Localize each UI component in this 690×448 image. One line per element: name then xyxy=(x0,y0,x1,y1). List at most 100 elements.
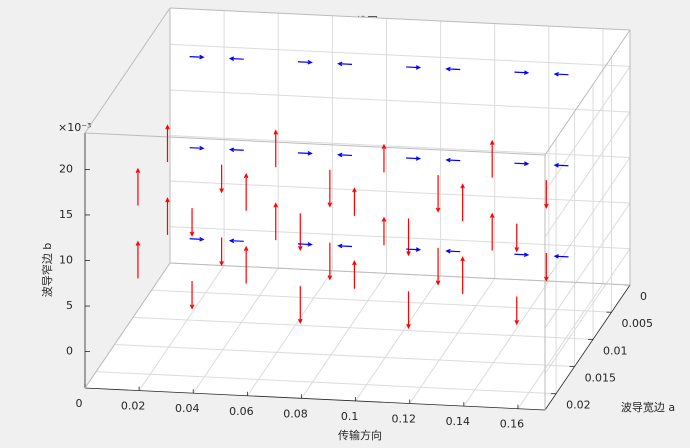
y-tick-label: 0 xyxy=(640,290,647,303)
arrow xyxy=(297,151,313,156)
x-tick-label: 0.12 xyxy=(391,413,416,426)
grid-line xyxy=(138,265,225,391)
arrow xyxy=(243,245,249,284)
arrow xyxy=(298,286,303,324)
arrow xyxy=(165,124,170,163)
grid-line xyxy=(517,283,604,409)
arrow xyxy=(228,147,244,153)
arrow xyxy=(553,254,569,259)
arrow xyxy=(460,183,465,222)
grid-line xyxy=(301,273,387,399)
arrow xyxy=(445,248,461,254)
arrow xyxy=(406,65,422,70)
grid-line xyxy=(544,111,631,238)
y-axis-label: 波导宽边 a xyxy=(621,400,675,414)
arrow xyxy=(514,296,520,326)
z-tick-label: 20 xyxy=(59,162,73,175)
grid-line xyxy=(544,157,631,283)
z-tick-label: 5 xyxy=(66,299,73,312)
z-tick-label: 0 xyxy=(66,345,73,358)
arrow xyxy=(228,56,244,61)
arrow xyxy=(553,71,569,77)
arrow xyxy=(228,238,244,244)
arrow xyxy=(189,236,205,242)
arrow xyxy=(337,152,353,158)
x-tick-label: 0.08 xyxy=(283,407,308,420)
arrow xyxy=(297,242,313,247)
z-axis-label: 波导窄边 b xyxy=(40,243,54,297)
x-tick-label: 0.16 xyxy=(500,418,525,431)
arrow xyxy=(337,61,353,67)
y-tick-label: 0.015 xyxy=(585,372,617,385)
arrow xyxy=(219,237,224,267)
arrow xyxy=(406,247,422,252)
grid-line xyxy=(169,89,631,113)
grid-line xyxy=(409,278,496,404)
grid-line xyxy=(114,344,575,368)
floor xyxy=(85,263,630,410)
arrow xyxy=(435,247,441,286)
arrow xyxy=(297,59,313,65)
x-tick-label: 0.06 xyxy=(229,405,254,418)
arrow xyxy=(352,187,357,216)
axis-edge xyxy=(84,132,546,156)
arrow xyxy=(189,208,195,237)
arrow xyxy=(273,129,279,168)
grid-line xyxy=(355,275,442,402)
grid-line xyxy=(192,267,279,394)
arrow xyxy=(135,240,141,279)
arrow xyxy=(445,157,461,163)
arrow xyxy=(544,180,549,209)
arrow xyxy=(460,256,465,294)
grid-line xyxy=(133,316,594,340)
arrow xyxy=(165,197,170,235)
arrow xyxy=(352,260,357,289)
arrow xyxy=(489,212,495,251)
arrow xyxy=(514,161,530,166)
arrow xyxy=(489,139,495,178)
arrow xyxy=(135,167,141,206)
y-tick-label: 0.01 xyxy=(603,344,628,357)
axis-edge xyxy=(169,7,631,31)
grid-line xyxy=(151,289,612,313)
arrow xyxy=(219,164,224,194)
axis-edge xyxy=(544,284,631,411)
arrow xyxy=(553,163,569,168)
grid-line xyxy=(544,202,631,329)
arrow xyxy=(445,66,461,72)
arrow xyxy=(514,223,520,253)
grid-line xyxy=(169,135,631,158)
x-tick-label: 0.04 xyxy=(175,402,200,415)
arrow xyxy=(406,291,411,330)
grid-line xyxy=(544,66,631,192)
grid-line xyxy=(246,270,333,397)
arrow xyxy=(337,243,353,249)
grid-line xyxy=(169,226,631,250)
arrow xyxy=(189,54,205,60)
z-tick-label: 10 xyxy=(59,254,73,267)
arrow xyxy=(381,143,387,173)
x-tick-label: 0.14 xyxy=(446,415,471,428)
arrow xyxy=(327,169,333,208)
x-tick-label: 0 xyxy=(76,397,83,410)
z-exponent: ×10⁻³ xyxy=(58,121,91,134)
axis-edge xyxy=(84,262,171,389)
arrow xyxy=(327,242,333,281)
axis-edge xyxy=(84,7,171,134)
x-tick-label: 0.02 xyxy=(121,400,146,413)
arrow xyxy=(514,252,530,258)
arrow xyxy=(435,174,441,213)
grid-line xyxy=(96,371,557,395)
arrow xyxy=(544,253,549,282)
arrow xyxy=(381,216,387,246)
z-tick-label: 15 xyxy=(59,208,73,221)
y-tick-label: 0.005 xyxy=(622,317,654,330)
x-tick-label: 0.1 xyxy=(341,410,359,423)
x-axis-label: 传输方向 xyxy=(338,428,382,442)
grid-line xyxy=(169,43,631,67)
axis-edge xyxy=(84,387,546,411)
arrow xyxy=(514,70,530,75)
arrow xyxy=(189,280,195,310)
grid-line xyxy=(544,248,631,374)
